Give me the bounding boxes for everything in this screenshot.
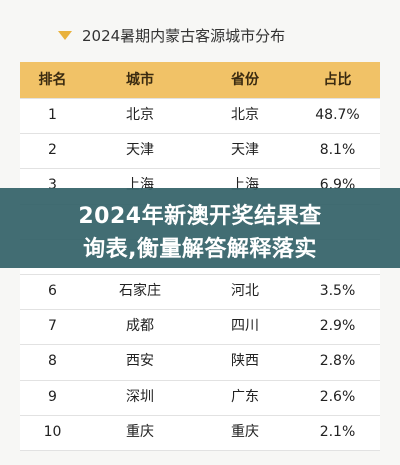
table-cell: 2.9% xyxy=(319,318,356,335)
table-cell: 2.6% xyxy=(319,388,356,405)
banner-line: 2024年新澳开奖结果查 xyxy=(78,204,322,229)
table-cell: 3.5% xyxy=(319,283,356,299)
table-cell: 7 xyxy=(48,318,57,335)
table-cell: 6 xyxy=(48,283,57,299)
table-cell: 重庆 xyxy=(126,423,154,440)
table-header: 排名 城市 省份 占比 xyxy=(20,62,380,98)
row-divider xyxy=(20,414,380,416)
table-cell: 天津 xyxy=(126,142,154,159)
table-cell: 48.7% xyxy=(315,107,360,123)
row-divider xyxy=(20,274,380,275)
table-cell: 陕西 xyxy=(231,353,259,370)
table-cell: 天津 xyxy=(231,142,259,159)
table-cell: 10 xyxy=(43,423,62,440)
table-cell: 河北 xyxy=(231,283,259,299)
banner: 2024年新澳开奖结果查 询表,衡量解答解释落实 xyxy=(0,188,400,268)
banner-line: 询表,衡量解答解释落实 xyxy=(83,237,317,262)
table-cell: 2.8% xyxy=(319,353,356,370)
table-cell: 北京 xyxy=(126,107,154,123)
table-cell: 8 xyxy=(48,353,57,370)
table-cell: 1 xyxy=(48,107,57,123)
table-cell: 四川 xyxy=(231,318,259,335)
header-cell: 城市 xyxy=(126,72,154,88)
row-divider xyxy=(20,133,380,135)
table-cell: 北京 xyxy=(231,107,259,123)
title: 2024暑期内蒙古客源城市分布 xyxy=(82,27,286,45)
row-divider xyxy=(20,98,380,99)
row-divider xyxy=(20,379,380,381)
table-cell: 2.1% xyxy=(319,423,356,440)
table-cell: 石家庄 xyxy=(119,283,161,299)
header-cell: 占比 xyxy=(323,72,352,88)
header-cell: 排名 xyxy=(38,72,67,88)
table-cell: 成都 xyxy=(126,318,154,335)
table-cell: 2 xyxy=(48,142,57,159)
row-divider xyxy=(20,450,380,451)
table-cell: 深圳 xyxy=(126,388,154,405)
table-cell: 重庆 xyxy=(231,423,259,440)
header-cell: 省份 xyxy=(231,72,259,88)
title-icon xyxy=(58,31,72,40)
table-cell: 西安 xyxy=(126,353,154,370)
table-cell: 9 xyxy=(48,388,57,405)
table-cell: 广东 xyxy=(231,388,259,405)
table-cell: 3 xyxy=(48,177,57,194)
row-divider xyxy=(20,168,380,170)
row-divider xyxy=(20,309,380,311)
row-divider xyxy=(20,344,380,346)
table-cell: 8.1% xyxy=(319,142,356,159)
